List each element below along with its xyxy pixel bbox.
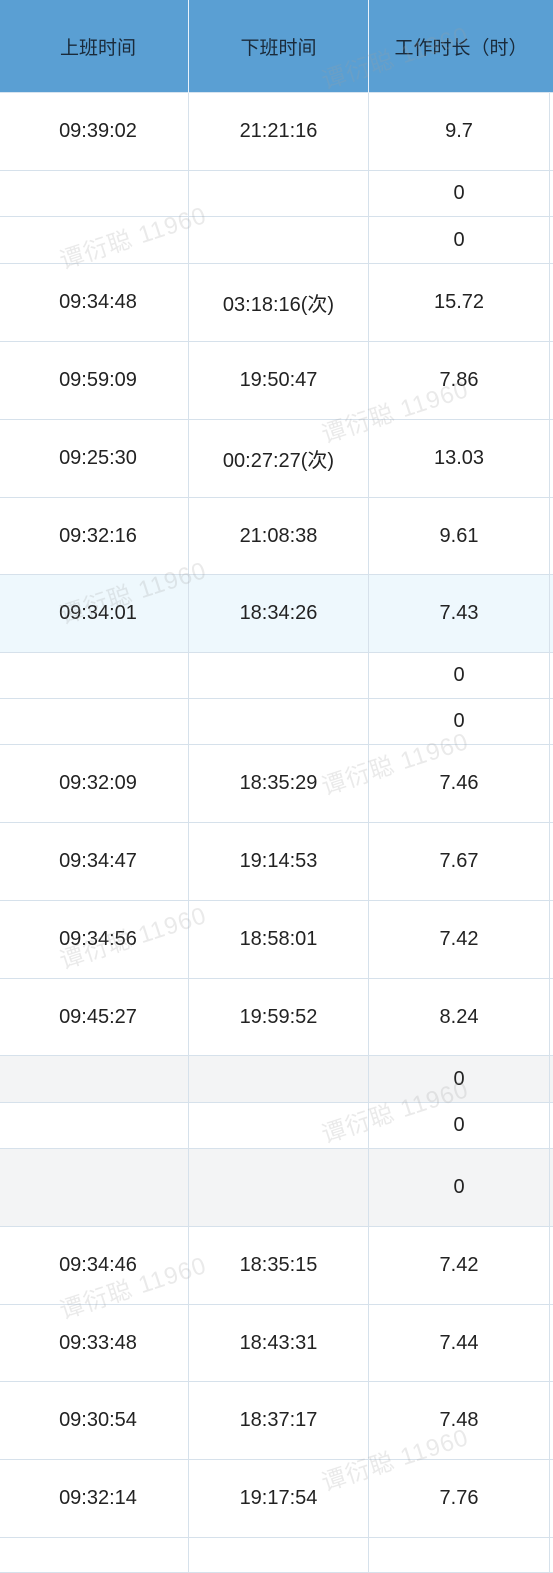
- cell-work-hours[interactable]: 7.46: [439, 772, 479, 794]
- table-row[interactable]: [0, 1538, 553, 1573]
- table-row[interactable]: 09:34:47 19:14:53 7.67: [0, 823, 553, 901]
- cell-clock-out[interactable]: 19:17:54: [239, 1487, 318, 1509]
- table-row[interactable]: 0: [0, 1103, 553, 1149]
- cell-clock-in[interactable]: [8, 1149, 188, 1226]
- cell-clock-in[interactable]: 09:32:09: [59, 772, 137, 794]
- cell-clock-in[interactable]: [8, 171, 188, 216]
- cell-clock-in[interactable]: 09:34:56: [59, 928, 137, 950]
- table-row[interactable]: 09:30:54 18:37:17 7.48: [0, 1382, 553, 1460]
- cell-clock-in[interactable]: 09:25:30: [59, 447, 137, 469]
- column-divider: [368, 93, 369, 1573]
- table-row[interactable]: 0: [0, 1149, 553, 1227]
- cell-clock-out[interactable]: 18:58:01: [239, 928, 318, 950]
- cell-clock-in[interactable]: 09:34:46: [59, 1254, 137, 1276]
- table-header: 上班时间 下班时间 工作时长（时）: [0, 0, 553, 93]
- cell-clock-out[interactable]: [189, 171, 368, 216]
- cell-clock-in[interactable]: [8, 1538, 188, 1572]
- cell-work-hours[interactable]: 7.67: [439, 850, 479, 872]
- cell-work-hours[interactable]: 7.86: [439, 369, 479, 391]
- table-row[interactable]: 09:59:09 19:50:47 7.86: [0, 342, 553, 420]
- cell-clock-out[interactable]: [189, 699, 368, 744]
- header-clock-out[interactable]: 下班时间: [240, 38, 317, 59]
- cell-work-hours[interactable]: 7.43: [439, 602, 479, 624]
- cell-work-hours[interactable]: 8.24: [439, 1005, 479, 1028]
- table-row[interactable]: 0: [0, 699, 553, 745]
- table-row[interactable]: 0: [0, 171, 553, 217]
- header-clock-in[interactable]: 上班时间: [59, 38, 136, 59]
- cell-clock-in[interactable]: [8, 217, 188, 263]
- cell-clock-out[interactable]: 18:37:17: [239, 1409, 318, 1431]
- cell-clock-out[interactable]: 18:35:15: [239, 1254, 318, 1276]
- cell-clock-in[interactable]: 09:59:09: [59, 369, 137, 391]
- cell-clock-out[interactable]: [189, 1149, 368, 1226]
- column-divider: [549, 93, 550, 1573]
- cell-work-hours[interactable]: 0: [453, 228, 465, 251]
- cell-clock-out[interactable]: 19:14:53: [239, 850, 318, 872]
- cell-clock-in[interactable]: [8, 699, 188, 744]
- table-row[interactable]: 09:32:09 18:35:29 7.46: [0, 745, 553, 823]
- table-row[interactable]: 09:34:56 18:58:01 7.42: [0, 901, 553, 979]
- cell-clock-out[interactable]: 21:08:38: [239, 524, 318, 547]
- cell-clock-out[interactable]: [189, 653, 368, 698]
- cell-clock-in[interactable]: [8, 653, 188, 698]
- cell-clock-in[interactable]: [8, 1056, 188, 1102]
- cell-clock-out[interactable]: 00:27:27(次): [222, 450, 335, 472]
- cell-clock-out[interactable]: [189, 1103, 368, 1148]
- header-divider: [188, 0, 189, 93]
- cell-clock-out[interactable]: 21:21:16: [239, 120, 318, 142]
- cell-clock-out[interactable]: 18:43:31: [239, 1331, 318, 1354]
- cell-work-hours[interactable]: 15.72: [433, 291, 485, 313]
- cell-clock-out[interactable]: [189, 1056, 368, 1102]
- cell-clock-in[interactable]: 09:33:48: [59, 1331, 137, 1354]
- cell-work-hours[interactable]: 0: [453, 664, 465, 686]
- table-row[interactable]: 09:32:14 19:17:54 7.76: [0, 1460, 553, 1538]
- cell-clock-in[interactable]: 09:32:14: [59, 1487, 137, 1509]
- cell-clock-out[interactable]: 18:34:26: [239, 602, 318, 624]
- cell-clock-in[interactable]: 09:45:27: [59, 1005, 137, 1028]
- cell-work-hours[interactable]: 0: [453, 182, 465, 204]
- cell-clock-out[interactable]: 03:18:16(次): [222, 294, 335, 316]
- cell-clock-out[interactable]: [189, 1538, 368, 1572]
- cell-clock-out[interactable]: [189, 217, 368, 263]
- cell-work-hours[interactable]: 7.48: [439, 1409, 479, 1431]
- cell-clock-out[interactable]: 19:59:52: [239, 1005, 318, 1028]
- cell-clock-in[interactable]: 09:34:48: [59, 291, 137, 313]
- header-work-hours[interactable]: 工作时长（时）: [394, 38, 528, 59]
- cell-clock-in[interactable]: 09:34:47: [59, 850, 137, 872]
- table-row[interactable]: 09:32:16 21:08:38 9.61: [0, 498, 553, 575]
- cell-work-hours[interactable]: 13.03: [433, 447, 485, 469]
- cell-clock-in[interactable]: 09:30:54: [59, 1409, 137, 1431]
- table-row[interactable]: 09:34:01 18:34:26 7.43: [0, 575, 553, 653]
- cell-work-hours[interactable]: [369, 1538, 549, 1572]
- column-divider: [188, 93, 189, 1573]
- cell-clock-in[interactable]: 09:39:02: [59, 120, 137, 142]
- cell-work-hours[interactable]: 0: [453, 1067, 465, 1090]
- cell-work-hours[interactable]: 7.42: [439, 1254, 479, 1276]
- cell-clock-in[interactable]: 09:32:16: [59, 524, 137, 547]
- cell-clock-in[interactable]: [8, 1103, 188, 1148]
- cell-work-hours[interactable]: 0: [453, 710, 465, 732]
- cell-clock-out[interactable]: 19:50:47: [239, 369, 318, 391]
- table-row[interactable]: 09:34:46 18:35:15 7.42: [0, 1227, 553, 1305]
- table-row[interactable]: 0: [0, 217, 553, 264]
- cell-work-hours[interactable]: 9.61: [439, 524, 479, 547]
- cell-work-hours[interactable]: 7.76: [439, 1487, 479, 1509]
- table-row[interactable]: 09:25:30 00:27:27(次) 13.03: [0, 420, 553, 498]
- cell-work-hours[interactable]: 7.44: [439, 1331, 479, 1354]
- cell-clock-in[interactable]: 09:34:01: [59, 602, 137, 624]
- table-row[interactable]: 09:39:02 21:21:16 9.7: [0, 93, 553, 171]
- cell-work-hours[interactable]: 7.42: [439, 928, 479, 950]
- table-row[interactable]: 09:34:48 03:18:16(次) 15.72: [0, 264, 553, 342]
- cell-work-hours[interactable]: 0: [453, 1176, 465, 1198]
- cell-work-hours[interactable]: 0: [453, 1114, 465, 1136]
- cell-work-hours[interactable]: 9.7: [445, 120, 473, 142]
- table-row[interactable]: 09:33:48 18:43:31 7.44: [0, 1305, 553, 1382]
- table-row[interactable]: 0: [0, 1056, 553, 1103]
- header-divider: [368, 0, 369, 93]
- cell-clock-out[interactable]: 18:35:29: [239, 772, 318, 794]
- table-row[interactable]: 0: [0, 653, 553, 699]
- table-row[interactable]: 09:45:27 19:59:52 8.24: [0, 979, 553, 1056]
